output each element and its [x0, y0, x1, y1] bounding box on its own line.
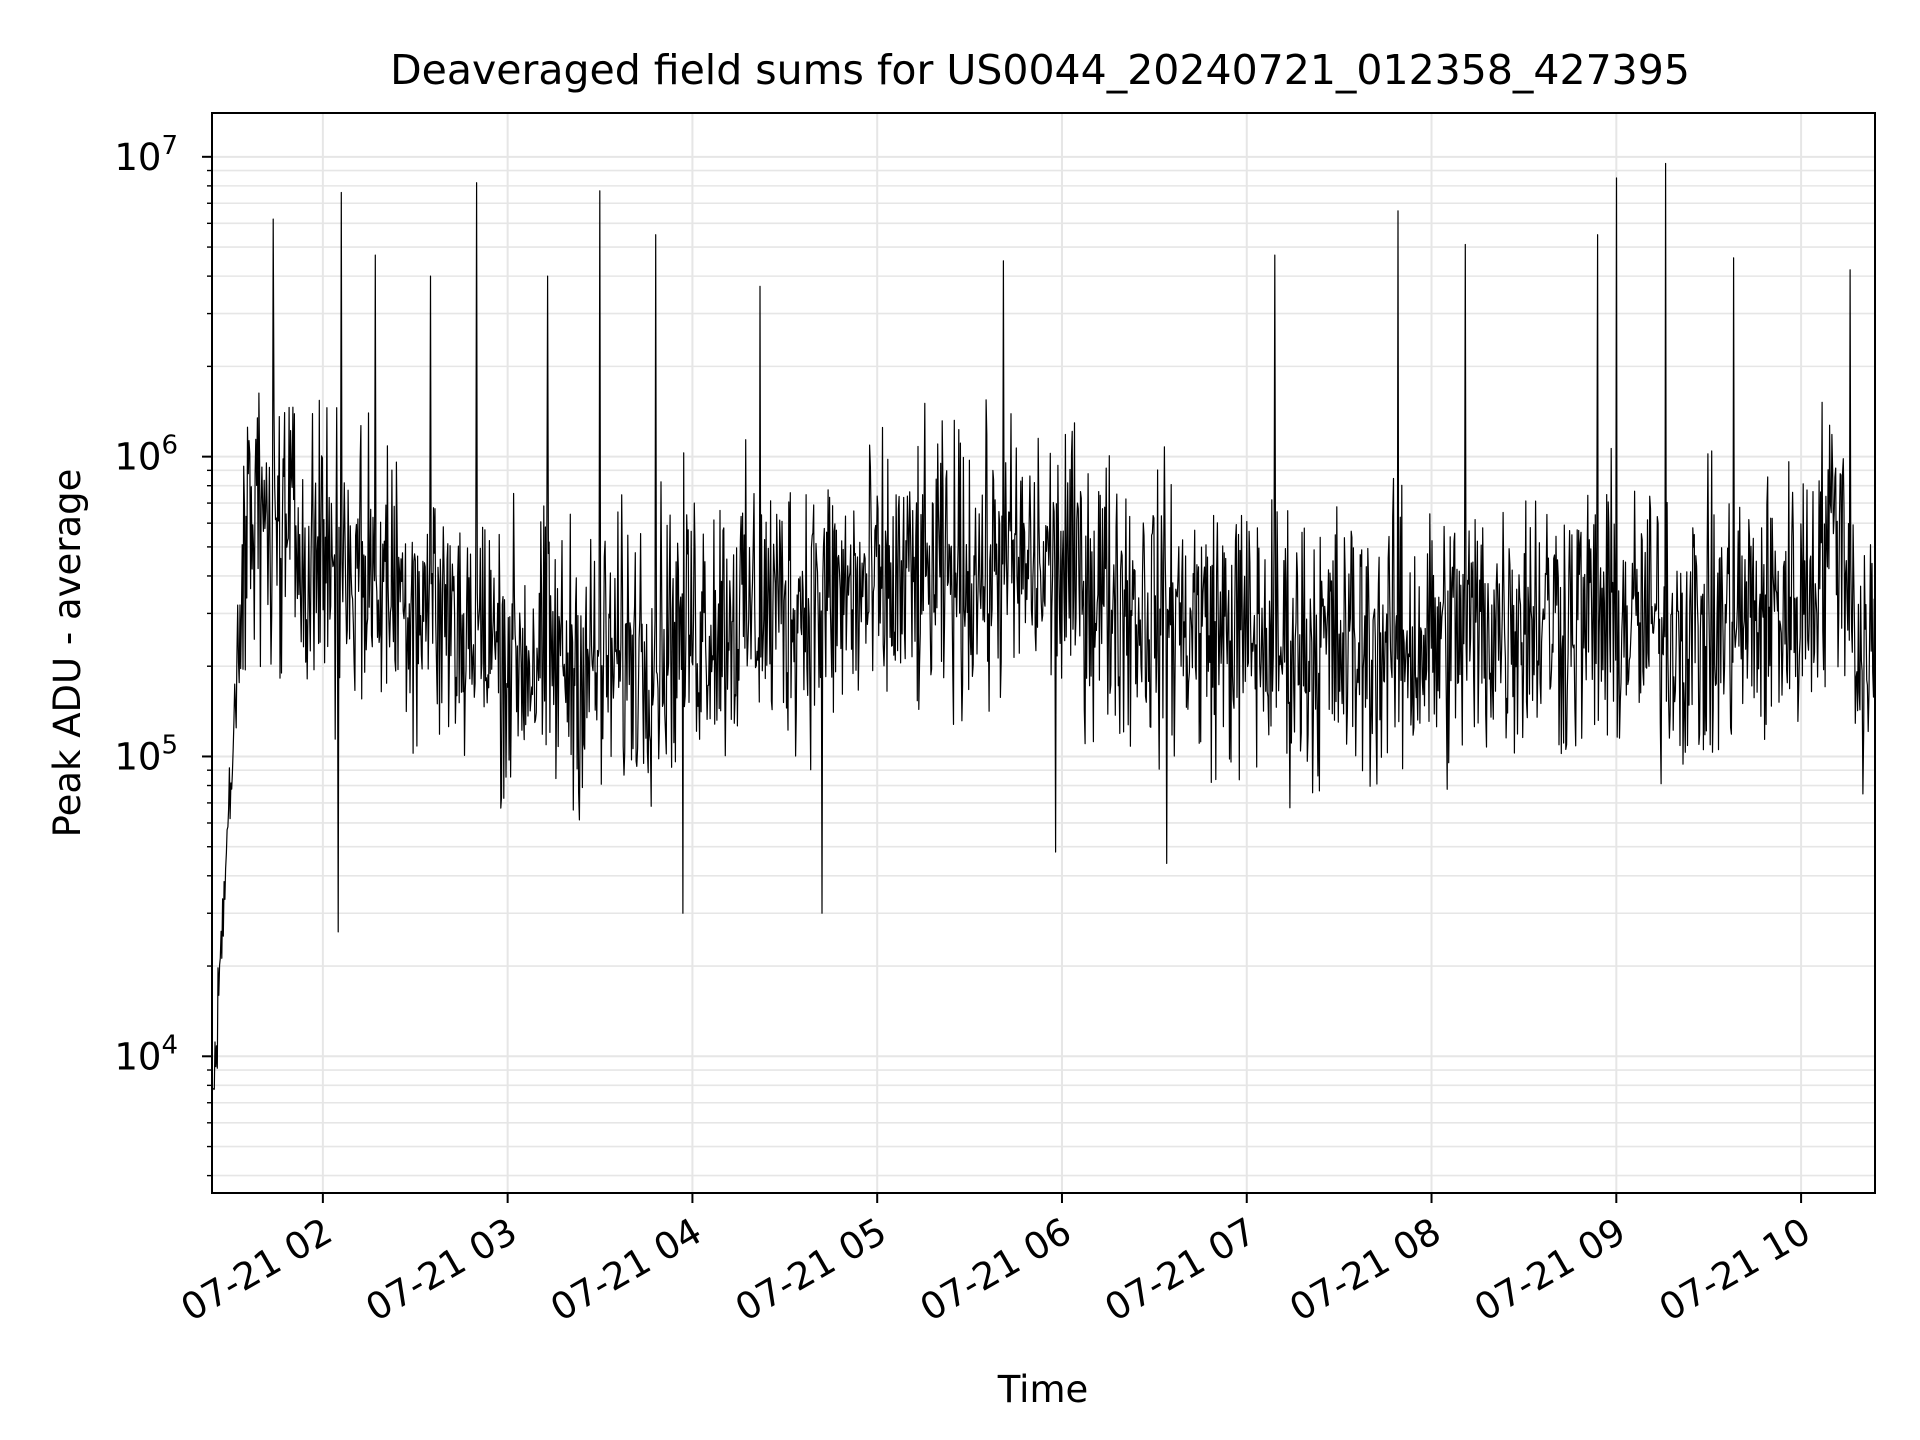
plot-area-frame — [211, 112, 1876, 1194]
series-line — [211, 162, 1876, 1093]
series-path — [211, 162, 1876, 1093]
x-axis-label: Time — [997, 1368, 1089, 1411]
y-tick-label: 106 — [114, 431, 178, 479]
y-axis: 104 105 106 107 — [114, 131, 212, 1177]
y-tick-label: 107 — [114, 131, 178, 179]
y-tick-label: 104 — [114, 1030, 178, 1078]
chart-title: Deaveraged field sums for US0044_2024072… — [390, 46, 1690, 94]
y-axis-label: Peak ADU - average — [46, 469, 89, 838]
y-tick-label: 105 — [114, 730, 178, 778]
